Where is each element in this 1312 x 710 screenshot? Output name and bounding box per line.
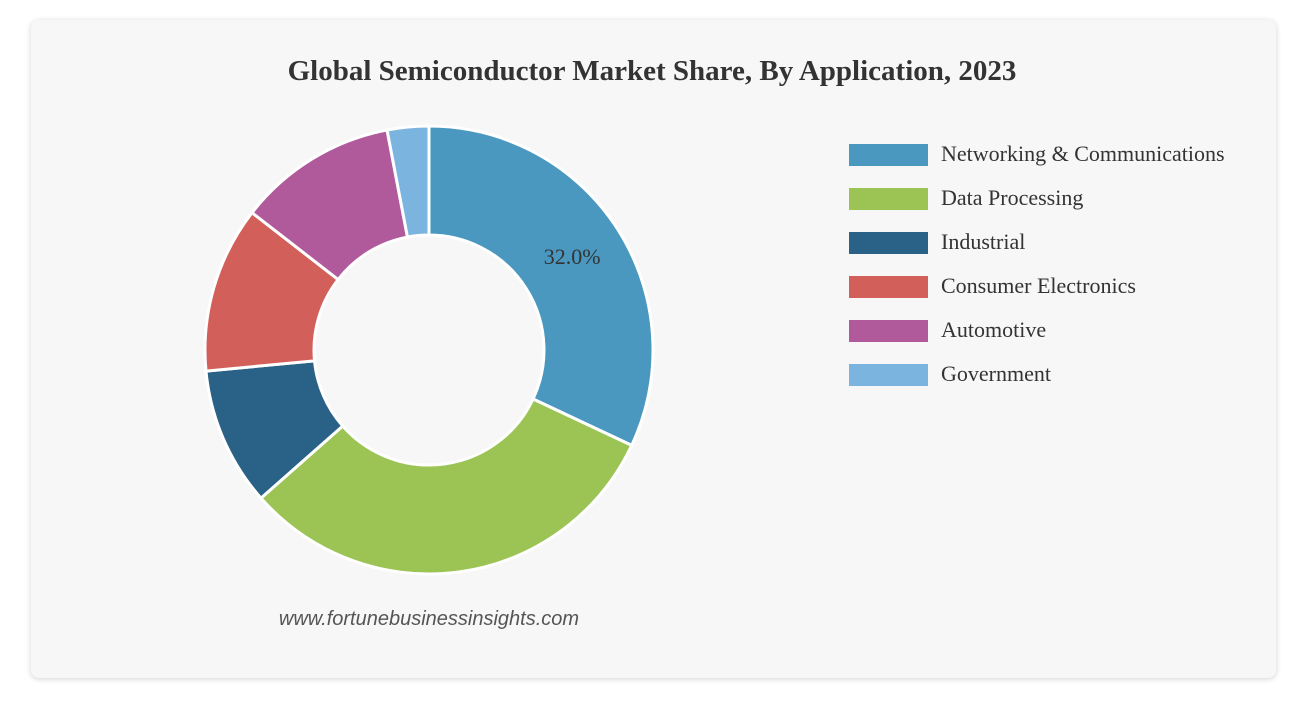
legend-swatch: [849, 276, 928, 298]
legend-label: Automotive: [941, 317, 1046, 342]
legend-label: Government: [941, 361, 1051, 386]
legend-swatch: [849, 188, 928, 210]
legend-label: Consumer Electronics: [941, 273, 1136, 298]
slice: [427, 124, 655, 448]
legend-swatch: [849, 320, 928, 342]
legend-label: Data Processing: [941, 185, 1083, 210]
source: www.fortunebusinessinsights.com: [279, 608, 579, 630]
slice: [385, 124, 431, 239]
value-label: 32.0%: [544, 244, 601, 269]
legend-label: Industrial: [941, 229, 1025, 254]
chart-title: Global Semiconductor Market Share, By Ap…: [288, 55, 1017, 87]
legend-label: Networking & Communications: [941, 141, 1225, 166]
legend-swatch: [849, 144, 928, 166]
legend-swatch: [849, 364, 928, 386]
slice: [258, 396, 634, 576]
legend-swatch: [849, 232, 928, 254]
